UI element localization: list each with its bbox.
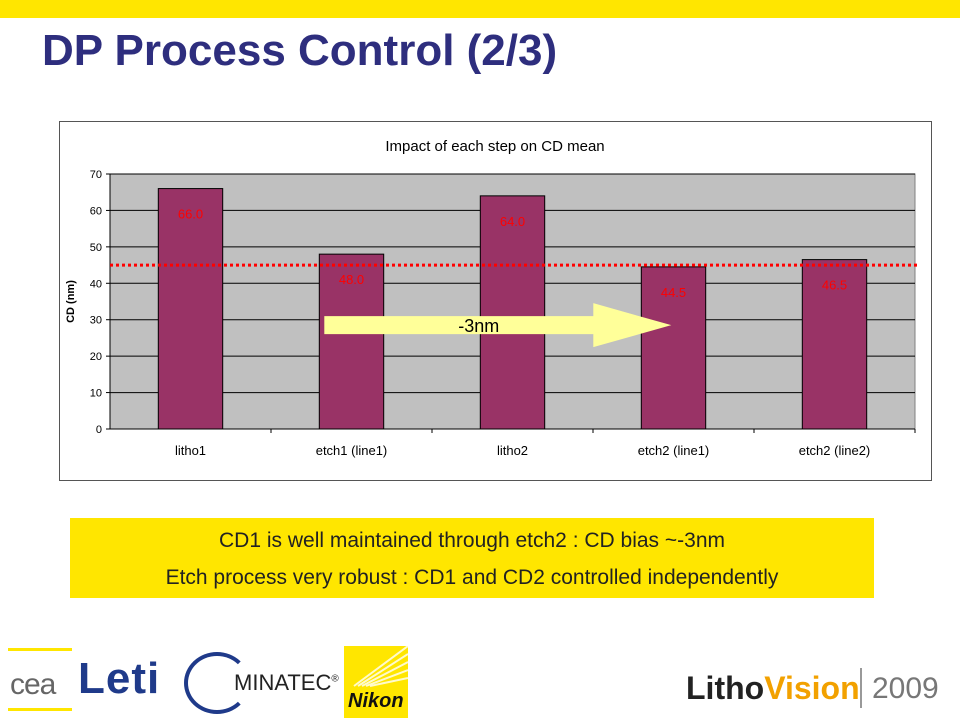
- cea-logo: cea: [8, 648, 74, 712]
- y-tick-label: 30: [90, 315, 102, 327]
- data-label: 44.5: [661, 285, 686, 300]
- annotation-arrow-icon: [324, 303, 672, 348]
- minatec-ring-icon: [184, 652, 250, 714]
- event-year: 2009: [872, 672, 939, 705]
- annotation-label: -3nm: [458, 316, 499, 336]
- callout-line-1: CD1 is well maintained through etch2 : C…: [219, 529, 725, 552]
- x-tick-label: etch1 (line1): [316, 443, 388, 458]
- y-tick-label: 10: [90, 388, 102, 400]
- footer-logos: cea Leti MINATEC® Nikon LithoVision 2009: [0, 628, 960, 720]
- y-tick-label: 50: [90, 242, 102, 254]
- lithovision-logo: LithoVision: [686, 670, 860, 706]
- bar-2: [318, 253, 385, 430]
- summary-callout: CD1 is well maintained through etch2 : C…: [70, 518, 874, 598]
- bar-5: [801, 259, 868, 430]
- chart-container: Impact of each step on CD mean 0 10 20 30 40 5…: [59, 121, 932, 481]
- bar-1: [157, 188, 224, 430]
- bar-4: [640, 266, 707, 430]
- y-tick-label: 0: [96, 424, 102, 436]
- logo-divider: [860, 668, 862, 708]
- data-label: 48.0: [339, 272, 364, 287]
- x-tick-label: etch2 (line1): [638, 443, 710, 458]
- data-label: 64.0: [500, 214, 525, 229]
- data-label: 46.5: [822, 278, 847, 293]
- minatec-logo: MINATEC®: [184, 648, 339, 714]
- bar-chart: Impact of each step on CD mean 0 10 20 30 40 5…: [65, 138, 917, 458]
- x-tick-label: etch2 (line2): [799, 443, 871, 458]
- y-tick-label: 40: [90, 278, 102, 290]
- y-tick-label: 70: [90, 169, 102, 181]
- bar-3: [479, 195, 546, 430]
- nikon-rays-icon: [353, 646, 408, 687]
- data-label: 66.0: [178, 207, 203, 222]
- chart-title: Impact of each step on CD mean: [385, 138, 604, 155]
- x-tick-label: litho1: [175, 443, 206, 458]
- slide-title: DP Process Control (2/3): [42, 26, 558, 75]
- y-tick-label: 20: [90, 351, 102, 363]
- callout-line-2: Etch process very robust : CD1 and CD2 c…: [165, 566, 779, 589]
- x-tick-label: litho2: [497, 443, 528, 458]
- y-axis-label: CD (nm): [65, 280, 77, 323]
- top-accent-bar: [0, 0, 960, 18]
- y-tick-label: 60: [90, 205, 102, 217]
- nikon-logo: Nikon: [344, 646, 408, 718]
- leti-logo: Leti: [78, 654, 161, 703]
